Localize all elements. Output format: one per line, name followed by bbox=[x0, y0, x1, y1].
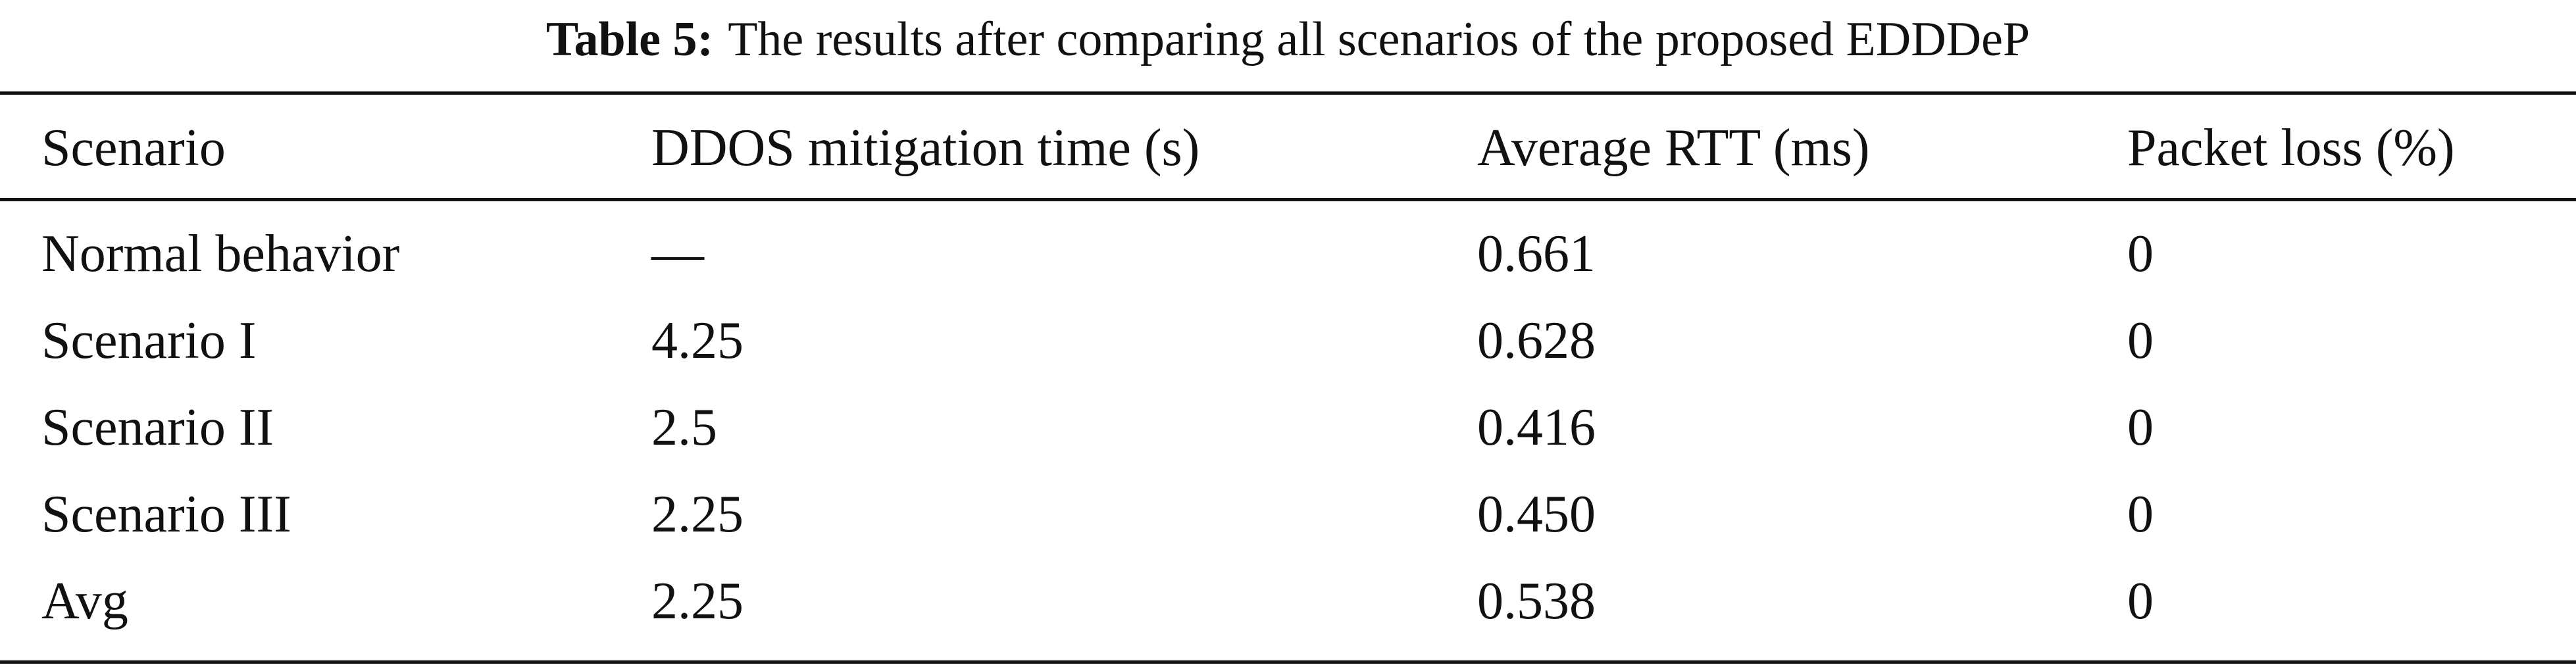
table-header-rule bbox=[0, 198, 2576, 201]
average-rtt-cell: 0.628 bbox=[1477, 312, 1596, 370]
table-row: Scenario I 4.25 0.628 0 bbox=[0, 297, 2576, 384]
table-bottom-rule bbox=[0, 660, 2576, 664]
column-header-scenario: Scenario bbox=[41, 119, 226, 177]
column-header-average-rtt: Average RTT (ms) bbox=[1477, 119, 1870, 177]
column-header-packet-loss: Packet loss (%) bbox=[2127, 119, 2455, 177]
mitigation-time-cell: — bbox=[651, 225, 704, 283]
scenario-cell: Normal behavior bbox=[41, 225, 400, 283]
table-row: Normal behavior — 0.661 0 bbox=[0, 210, 2576, 297]
column-header-mitigation-time: DDOS mitigation time (s) bbox=[651, 119, 1200, 177]
table-row: Scenario II 2.5 0.416 0 bbox=[0, 384, 2576, 471]
average-rtt-cell: 0.416 bbox=[1477, 399, 1596, 457]
table-row: Scenario III 2.25 0.450 0 bbox=[0, 471, 2576, 558]
packet-loss-cell: 0 bbox=[2127, 399, 2154, 457]
packet-loss-cell: 0 bbox=[2127, 225, 2154, 283]
table-body: Normal behavior — 0.661 0 Scenario I 4.2… bbox=[0, 210, 2576, 645]
mitigation-time-cell: 2.25 bbox=[651, 572, 744, 630]
mitigation-time-cell: 4.25 bbox=[651, 312, 744, 370]
packet-loss-cell: 0 bbox=[2127, 485, 2154, 543]
packet-loss-cell: 0 bbox=[2127, 572, 2154, 630]
scenario-cell: Scenario II bbox=[41, 399, 274, 457]
average-rtt-cell: 0.661 bbox=[1477, 225, 1596, 283]
mitigation-time-cell: 2.25 bbox=[651, 485, 744, 543]
table-header-row: Scenario DDOS mitigation time (s) Averag… bbox=[0, 105, 2576, 191]
table-caption-label: Table 5: bbox=[545, 12, 714, 66]
scenario-cell: Scenario III bbox=[41, 485, 291, 543]
scenario-cell: Avg bbox=[41, 572, 128, 630]
packet-loss-cell: 0 bbox=[2127, 312, 2154, 370]
table-top-rule bbox=[0, 91, 2576, 95]
table-caption-text: The results after comparing all scenario… bbox=[728, 12, 2031, 66]
scenario-cell: Scenario I bbox=[41, 312, 257, 370]
mitigation-time-cell: 2.5 bbox=[651, 399, 717, 457]
average-rtt-cell: 0.538 bbox=[1477, 572, 1596, 630]
average-rtt-cell: 0.450 bbox=[1477, 485, 1596, 543]
table-row: Avg 2.25 0.538 0 bbox=[0, 558, 2576, 645]
table-caption: Table 5: The results after comparing all … bbox=[0, 0, 2576, 79]
